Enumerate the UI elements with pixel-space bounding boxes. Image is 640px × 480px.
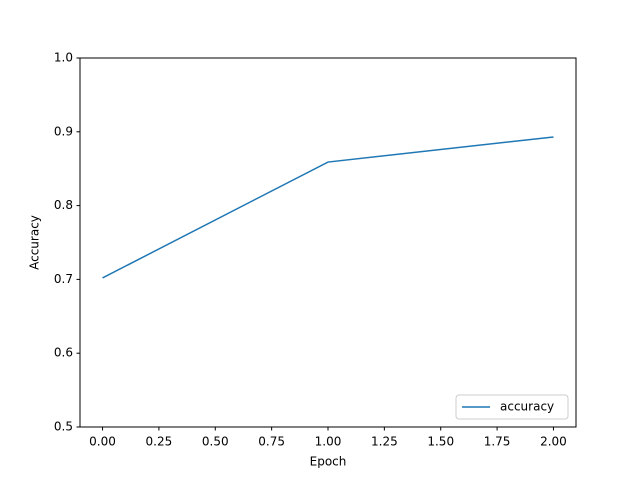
y-tick-label: 0.9 <box>54 124 73 138</box>
x-tick-label: 1.25 <box>371 435 398 449</box>
y-tick-label: 0.7 <box>54 272 73 286</box>
line-series <box>102 136 554 279</box>
x-tick-label: 0.75 <box>258 435 285 449</box>
legend-box <box>455 394 569 420</box>
x-tick-label: 1.75 <box>484 435 511 449</box>
y-axis-label: Accuracy <box>28 215 42 270</box>
y-tick-label: 1.0 <box>54 51 73 65</box>
x-tick-label: 1.50 <box>427 435 454 449</box>
x-tick-label: 0.50 <box>202 435 229 449</box>
axes-frame <box>79 57 577 428</box>
y-tick-label: 0.5 <box>54 420 73 434</box>
x-tick-label: 1.00 <box>315 435 342 449</box>
legend-label: accuracy <box>500 400 554 414</box>
x-tick-label: 0.00 <box>89 435 116 449</box>
y-tick-label: 0.6 <box>54 346 73 360</box>
x-axis-label: Epoch <box>310 455 347 469</box>
x-tick-label: 0.25 <box>146 435 173 449</box>
y-tick-label: 0.8 <box>54 198 73 212</box>
x-tick-label: 2.00 <box>540 435 567 449</box>
